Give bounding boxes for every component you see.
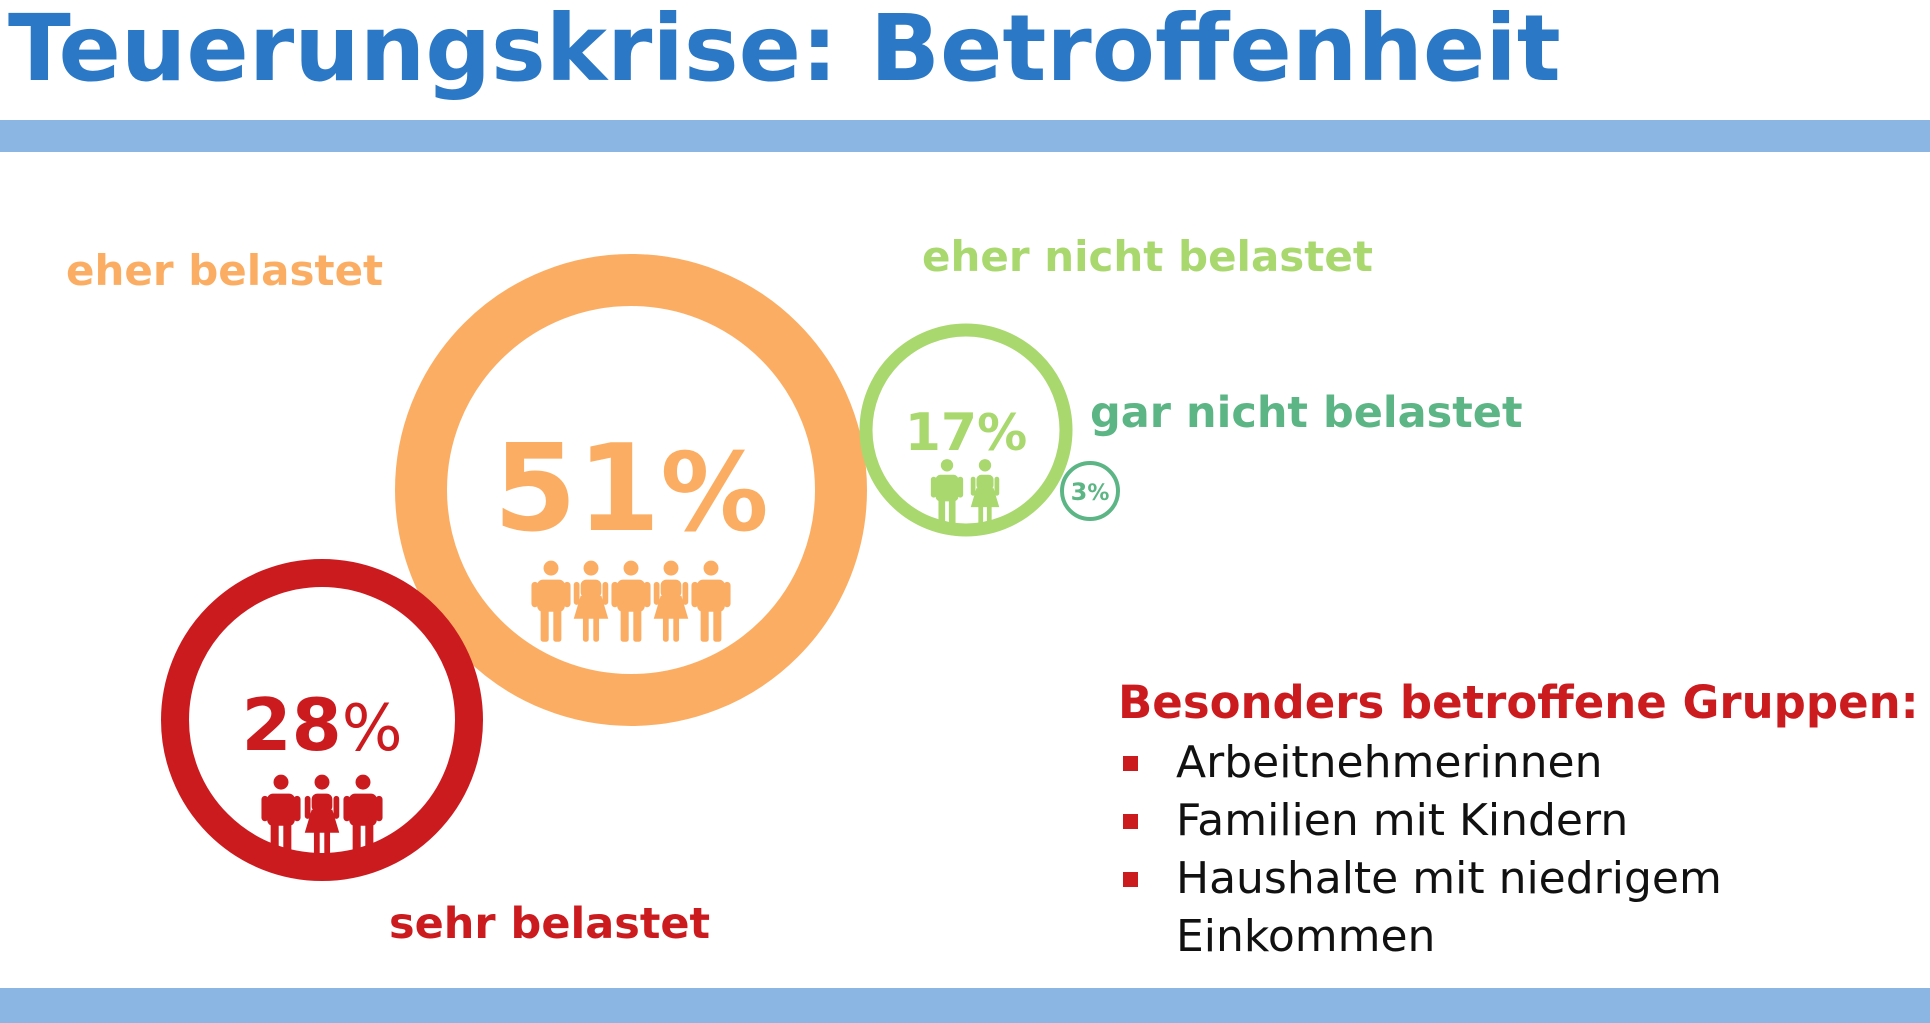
bullet-square-icon xyxy=(1123,872,1138,887)
bubble-ring-eher-nicht-belastet xyxy=(859,323,1073,537)
groups-title: Besonders betroffene Gruppen: xyxy=(1118,676,1919,729)
value-label-sehr-belastet: 28% xyxy=(241,683,402,767)
value-label-gar-nicht-belastet: 3% xyxy=(1071,478,1110,506)
list-item: Familien mit Kindern xyxy=(1118,792,1866,850)
bubble-ring-eher-belastet xyxy=(395,254,867,726)
top-band xyxy=(0,120,1930,152)
label-eher-belastet: eher belastet xyxy=(66,246,384,295)
label-gar-nicht-belastet: gar nicht belastet xyxy=(1090,388,1523,438)
value-label-eher-belastet: 51% xyxy=(493,420,768,559)
bullet-square-icon xyxy=(1123,814,1138,829)
groups-list: Arbeitnehmerinnen Familien mit Kindern H… xyxy=(1118,734,1919,966)
value-label-eher-nicht-belastet: 17% xyxy=(905,403,1027,463)
page-title: Teuerungskrise: Betroffenheit xyxy=(8,0,1561,102)
label-sehr-belastet: sehr belastet xyxy=(389,899,711,949)
bubble-ring-sehr-belastet xyxy=(161,559,483,881)
bubble-ring-gar-nicht-belastet xyxy=(1060,461,1120,521)
bullet-square-icon xyxy=(1123,756,1138,771)
groups-panel: Besonders betroffene Gruppen: Arbeitnehm… xyxy=(1118,676,1919,966)
bottom-band xyxy=(0,988,1930,1023)
label-eher-nicht-belastet: eher nicht belastet xyxy=(922,232,1373,281)
list-item: Haushalte mit niedrigem Einkommen xyxy=(1118,850,1866,966)
list-item: Arbeitnehmerinnen xyxy=(1118,734,1866,792)
